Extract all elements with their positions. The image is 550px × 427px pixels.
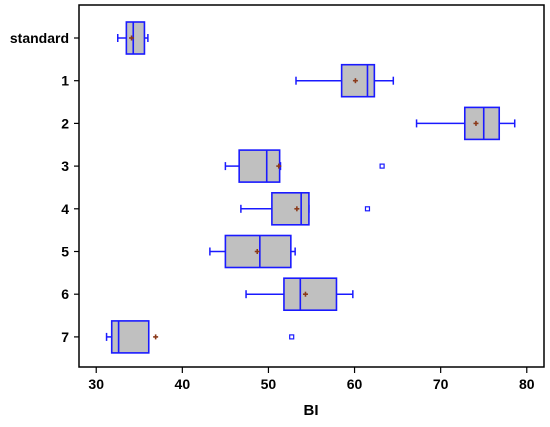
- outlier-point: [289, 334, 295, 340]
- box: [463, 106, 501, 141]
- y-tick-label: 1: [61, 73, 69, 89]
- box-group: [105, 320, 295, 354]
- box-group: [415, 106, 516, 141]
- box-group: [209, 234, 296, 269]
- y-tick-label: 7: [61, 329, 69, 345]
- x-tick-label: 30: [88, 376, 104, 392]
- y-axis: standard 1 2 3 4 5 6 7: [10, 30, 79, 345]
- box-group: [117, 21, 149, 55]
- y-tick-label: standard: [10, 30, 69, 46]
- box: [125, 21, 146, 55]
- box-group: [295, 63, 395, 98]
- y-tick-label: 3: [61, 158, 69, 174]
- x-axis-title: BI: [304, 402, 319, 419]
- x-tick-label: 60: [347, 376, 363, 392]
- outlier-point: [379, 163, 385, 169]
- box-group: [224, 149, 385, 183]
- x-tick-label: 80: [519, 376, 535, 392]
- x-tick-label: 70: [433, 376, 449, 392]
- x-axis: 30 40 50 60 70 80: [88, 367, 535, 392]
- outlier-point: [364, 206, 371, 212]
- y-tick-label: 6: [61, 286, 69, 302]
- x-tick-label: 40: [175, 376, 191, 392]
- box-group: [245, 277, 354, 312]
- box: [110, 320, 150, 354]
- y-tick-label: 2: [61, 115, 69, 131]
- y-tick-label: 4: [61, 201, 69, 217]
- boxes-layer: [105, 21, 516, 354]
- x-tick-label: 50: [261, 376, 277, 392]
- box: [271, 192, 310, 226]
- plot-frame: [78, 4, 545, 368]
- box: [340, 63, 376, 98]
- box-group: [240, 192, 371, 226]
- box: [238, 149, 281, 183]
- y-tick-label: 5: [61, 244, 69, 260]
- box: [283, 277, 338, 312]
